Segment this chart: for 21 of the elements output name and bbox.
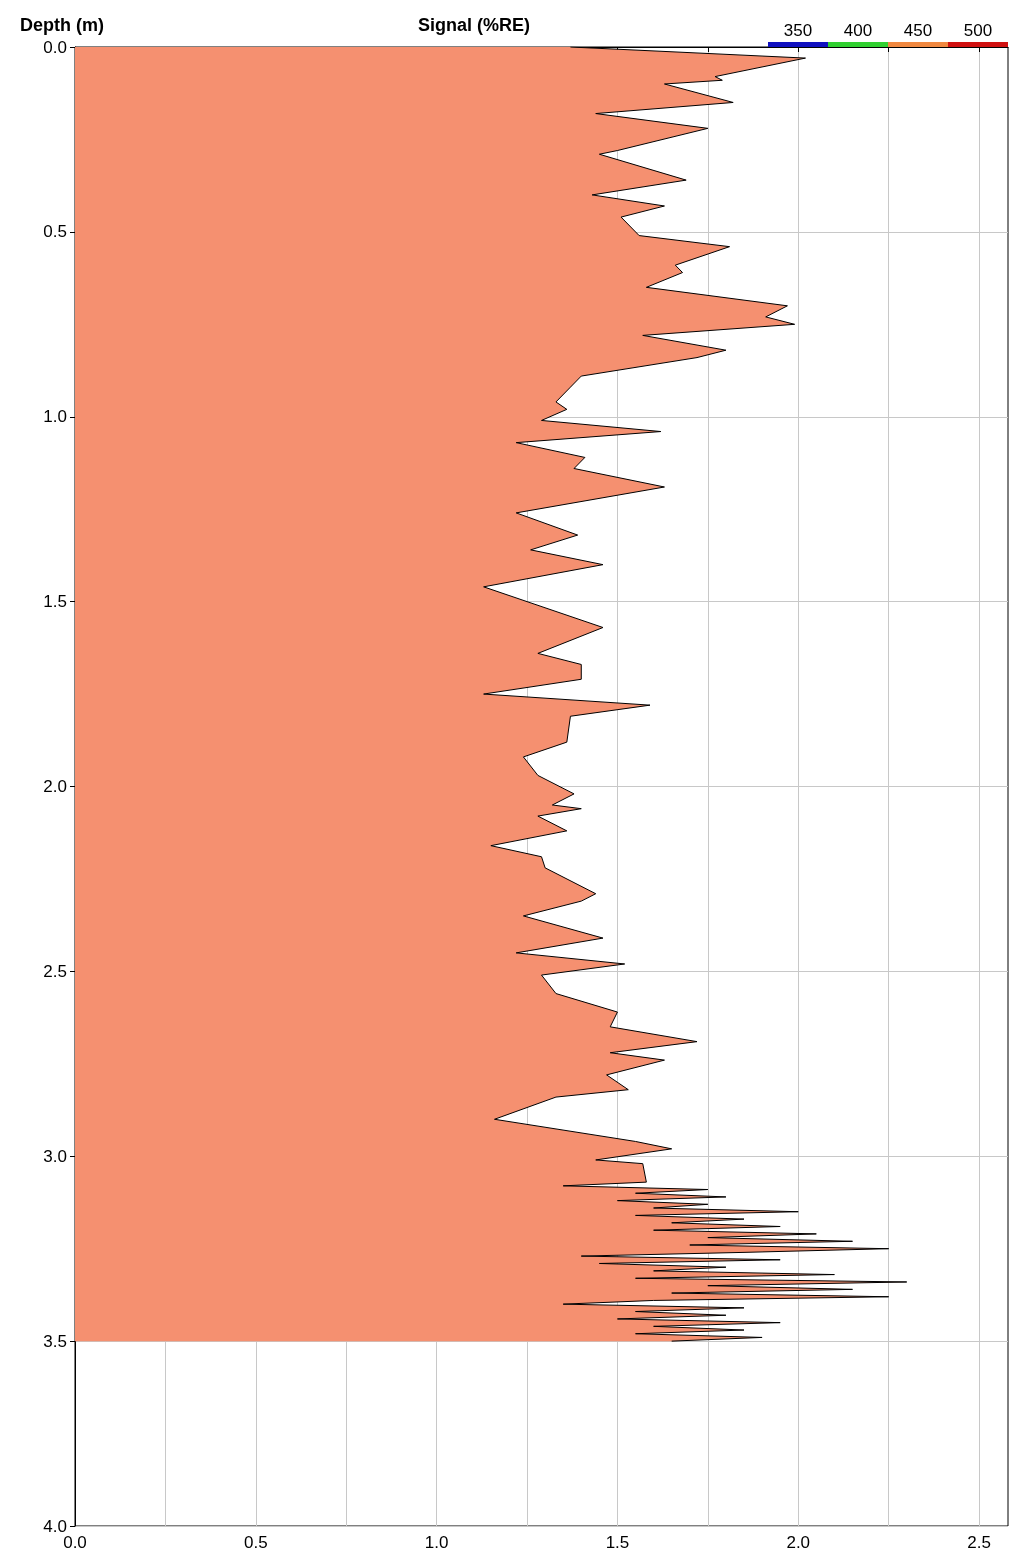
y-tick-label: 2.5 (43, 961, 67, 981)
y-tick-label: 1.5 (43, 592, 67, 612)
y-tick-label: 3.0 (43, 1146, 67, 1166)
x-tick-label: 1.5 (605, 1533, 630, 1552)
x-tick-label: 0.0 (63, 1533, 87, 1552)
x-axis-title: Signal (%RE) (418, 15, 531, 35)
x-tick-label: 0.5 (243, 1533, 268, 1552)
y-axis-title: Depth (m) (20, 15, 104, 35)
color-bar-label: 350 (783, 21, 813, 40)
y-tick-label: 1.0 (43, 407, 67, 427)
y-tick-label: 0.5 (43, 222, 67, 242)
x-tick-label: 2.5 (967, 1533, 991, 1552)
y-tick-label: 0.0 (43, 37, 67, 57)
y-tick-label: 4.0 (43, 1516, 67, 1536)
color-bar-label: 450 (903, 21, 933, 40)
x-tick-label: 2.0 (786, 1533, 811, 1552)
y-tick-label: 3.5 (43, 1331, 67, 1351)
y-tick-label: 2.0 (43, 777, 67, 796)
color-bar-label: 400 (843, 21, 873, 40)
x-tick-label: 1.0 (424, 1533, 449, 1552)
color-bar-label: 500 (963, 21, 993, 40)
